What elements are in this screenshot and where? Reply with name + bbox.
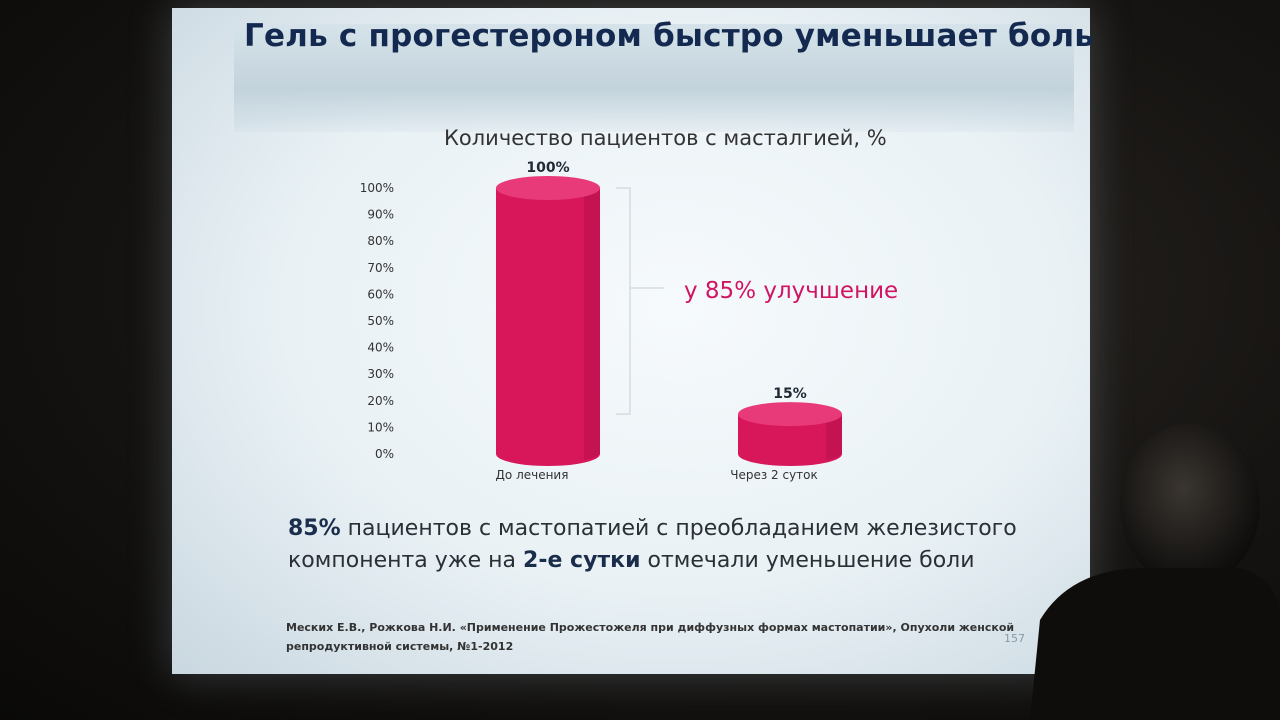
- y-tick-label: 0%: [375, 447, 394, 461]
- x-tick-label: Через 2 суток: [730, 468, 818, 482]
- presentation-slide: Гель с прогестероном быстро уменьшает бо…: [172, 8, 1095, 674]
- title-band: [234, 24, 1074, 132]
- improvement-bracket: [616, 187, 664, 415]
- bar-body: [738, 414, 842, 466]
- y-axis: 0% 10% 20% 30% 40% 50% 60% 70% 80% 90% 100%: [360, 181, 394, 461]
- bar-top: [496, 176, 600, 200]
- summary-text: 85% пациентов с мастопатией с преобладан…: [288, 513, 1068, 577]
- y-tick-label: 100%: [360, 181, 394, 195]
- summary-text-part: пациентов с мастопатией с преобладанием …: [288, 516, 1017, 573]
- summary-text-end: отмечали уменьшение боли: [640, 548, 975, 573]
- y-tick-label: 20%: [367, 394, 394, 408]
- y-tick-label: 40%: [367, 341, 394, 355]
- y-tick-label: 90%: [367, 208, 394, 222]
- bar-body: [496, 188, 600, 466]
- y-tick-label: 70%: [367, 261, 394, 275]
- x-axis: До лечения Через 2 суток: [496, 468, 818, 482]
- summary-percent: 85%: [288, 516, 341, 541]
- y-tick-label: 30%: [367, 367, 394, 381]
- bracket-line: [616, 187, 631, 415]
- bar: 15%: [738, 386, 842, 466]
- x-tick-label: До лечения: [496, 468, 569, 482]
- slide-title: Гель с прогестероном быстро уменьшает бо…: [244, 18, 1095, 54]
- bar-chart: 0% 10% 20% 30% 40% 50% 60% 70% 80% 90% 100% 100% 15…: [360, 160, 842, 482]
- data-label: 15%: [773, 386, 807, 402]
- page-number: 157: [1004, 632, 1025, 645]
- citation: Меских Е.В., Рожкова Н.И. «Применение Пр…: [286, 621, 1015, 653]
- y-tick-label: 50%: [367, 314, 394, 328]
- summary-days: 2-е сутки: [523, 548, 641, 573]
- y-tick-label: 80%: [367, 234, 394, 248]
- y-tick-label: 10%: [367, 420, 394, 434]
- data-label: 100%: [526, 160, 569, 176]
- speaker-silhouette: [1030, 423, 1280, 720]
- bar-shade: [584, 188, 600, 460]
- bar: 100%: [496, 160, 600, 466]
- bar-shade: [826, 414, 842, 460]
- bars: 100% 15%: [496, 160, 842, 466]
- y-tick-label: 60%: [367, 287, 394, 301]
- improvement-annotation: у 85% улучшение: [684, 278, 899, 304]
- chart-title: Количество пациентов с масталгией, %: [444, 126, 887, 150]
- bar-top: [738, 402, 842, 427]
